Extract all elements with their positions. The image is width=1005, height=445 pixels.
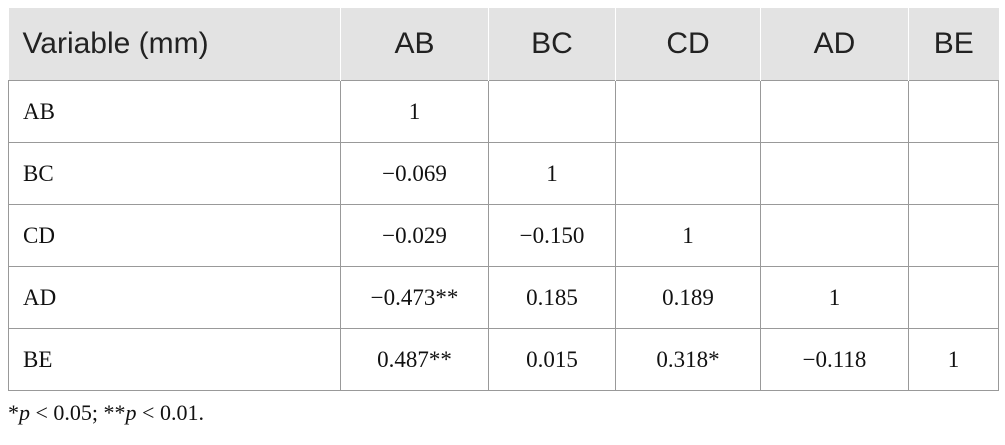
empty-cell <box>615 142 761 205</box>
cell: −0.029 <box>340 204 489 267</box>
cell: 0.318* <box>615 328 761 391</box>
empty-cell <box>908 142 999 205</box>
header-cell: AD <box>760 8 909 81</box>
empty-cell <box>908 204 999 267</box>
empty-cell <box>760 80 909 143</box>
table-row: BE 0.487** 0.015 0.318* −0.118 1 <box>8 328 999 391</box>
cell: 1 <box>908 328 999 391</box>
header-cell: BE <box>908 8 999 81</box>
footnote-part: p <box>125 400 137 425</box>
row-label: BC <box>8 142 341 205</box>
cell: −0.473** <box>340 266 489 329</box>
cell: 0.487** <box>340 328 489 391</box>
correlation-table: Variable (mm) AB BC CD AD BE AB 1 BC −0.069 1 CD −0… <box>8 8 999 391</box>
table-row: BC −0.069 1 <box>8 142 999 205</box>
cell: 1 <box>615 204 761 267</box>
footnote: *p < 0.05; **p < 0.01. <box>8 400 204 426</box>
header-cell: AB <box>340 8 489 81</box>
table-row: AD −0.473** 0.185 0.189 1 <box>8 266 999 329</box>
empty-cell <box>488 80 616 143</box>
row-label: CD <box>8 204 341 267</box>
cell: 1 <box>340 80 489 143</box>
empty-cell <box>760 142 909 205</box>
row-label: BE <box>8 328 341 391</box>
table-row: CD −0.029 −0.150 1 <box>8 204 999 267</box>
header-cell: CD <box>615 8 761 81</box>
cell: 0.189 <box>615 266 761 329</box>
cell: −0.150 <box>488 204 616 267</box>
empty-cell <box>760 204 909 267</box>
cell: 0.015 <box>488 328 616 391</box>
cell: 1 <box>760 266 909 329</box>
header-cell: Variable (mm) <box>8 8 341 81</box>
cell: −0.069 <box>340 142 489 205</box>
empty-cell <box>908 80 999 143</box>
empty-cell <box>615 80 761 143</box>
footnote-part: p <box>19 400 30 425</box>
empty-cell <box>908 266 999 329</box>
cell: −0.118 <box>760 328 909 391</box>
table-body: AB 1 BC −0.069 1 CD −0.029 −0.150 1 AD −0.473** 0.1… <box>8 80 999 391</box>
footnote-part: * <box>8 400 19 425</box>
cell: 1 <box>488 142 616 205</box>
footnote-part: < 0.05; ** <box>30 400 126 425</box>
cell: 0.185 <box>488 266 616 329</box>
row-label: AB <box>8 80 341 143</box>
footnote-part: < 0.01. <box>136 400 204 425</box>
row-label: AD <box>8 266 341 329</box>
table-row: AB 1 <box>8 80 999 143</box>
header-cell: BC <box>488 8 616 81</box>
header-row: Variable (mm) AB BC CD AD BE <box>8 8 999 81</box>
